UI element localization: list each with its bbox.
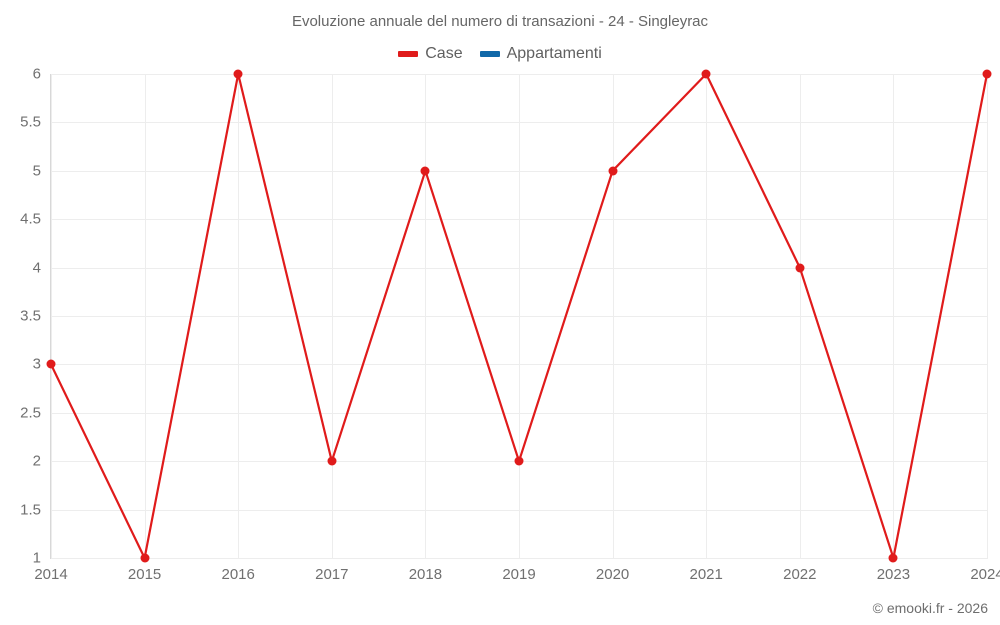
chart-legend: Case Appartamenti [0,43,1000,65]
y-axis-tick-label: 4 [32,259,41,277]
x-axis-tick-label: 2024 [970,566,1000,583]
y-axis-tick-label: 1 [32,549,41,567]
grid-line-vertical [51,74,52,558]
data-point-marker[interactable] [701,69,711,79]
legend-item-appartamenti[interactable]: Appartamenti [479,45,602,62]
x-axis-tick-label: 2018 [408,566,443,583]
grid-line-vertical [706,74,708,558]
series-lines [49,72,989,560]
legend-label-appartamenti: Appartamenti [506,45,602,62]
data-point-marker[interactable] [608,166,618,176]
grid-line-vertical [331,74,333,558]
series-line-case [49,72,989,560]
grid-line-vertical [425,74,427,558]
legend-item-case[interactable]: Case [398,45,463,62]
data-point-marker[interactable] [46,359,56,369]
grid-line-vertical [238,74,240,558]
legend-swatch-case [398,51,419,57]
x-axis-tick-label: 2017 [315,566,349,583]
data-point-marker[interactable] [140,553,150,563]
y-axis-tick-label: 5 [32,162,41,180]
grid-line-vertical [987,74,988,558]
data-point-marker[interactable] [514,456,524,466]
data-point-marker[interactable] [795,263,805,273]
grid-line-horizontal [51,558,988,559]
y-axis-line [50,74,51,559]
y-axis-tick-label: 1.5 [20,501,41,519]
y-axis-tick-label: 5.5 [20,113,41,131]
x-axis-tick-label: 2023 [876,566,911,583]
legend-swatch-appartamenti [479,51,500,57]
data-point-marker[interactable] [233,69,243,79]
y-axis-tick-label: 4.5 [20,210,41,228]
data-point-marker[interactable] [888,553,898,563]
y-axis-tick-label: 2 [32,452,41,470]
data-point-marker[interactable] [982,69,992,79]
x-axis-tick-label: 2022 [783,566,817,583]
grid-line-vertical [612,74,614,558]
footer-copyright: © emooki.fr - 2026 [872,600,988,616]
plot-area [46,69,992,563]
y-axis-tick-label: 2.5 [20,404,41,422]
data-point-marker[interactable] [420,166,430,176]
data-point-marker[interactable] [327,456,337,466]
x-axis-tick-label: 2021 [689,566,723,583]
x-axis-tick-label: 2019 [502,566,536,583]
grid-line-vertical [144,74,146,558]
x-axis-tick-label: 2020 [595,566,630,583]
x-axis-tick-label: 2015 [127,566,162,583]
y-axis-tick-label: 6 [32,65,41,83]
grid-line-vertical [893,74,895,558]
x-axis-tick-label: 2014 [34,566,68,583]
y-axis-tick-label: 3 [32,355,41,373]
grid-line-vertical [519,74,520,558]
y-axis-tick-labels: 6 5.5 5 4.5 4 3.5 3 2.5 2 1.5 1 [0,0,51,625]
y-axis-tick-label: 3.5 [20,307,41,325]
chart-title: Evoluzione annuale del numero di transaz… [291,13,709,30]
x-axis-tick-label: 2016 [221,566,255,583]
grid-line-vertical [799,74,801,558]
legend-label-case: Case [425,45,463,62]
